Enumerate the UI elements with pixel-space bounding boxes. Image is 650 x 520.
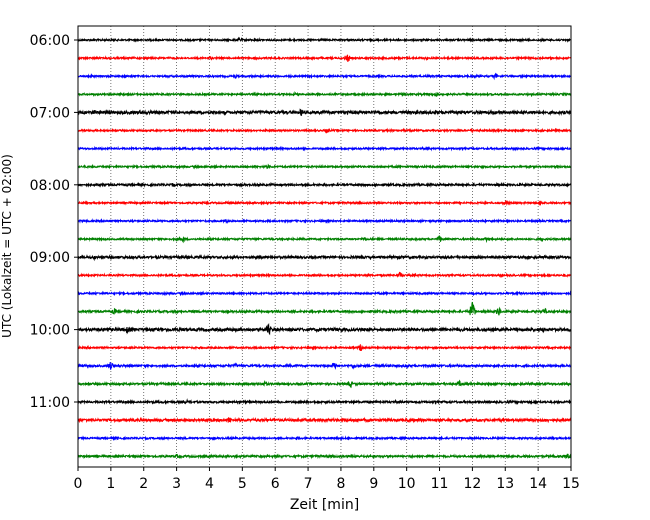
x-tick-label: 3 xyxy=(172,476,181,492)
seismic-trace xyxy=(77,301,572,316)
seismic-trace xyxy=(77,108,572,116)
seismic-trace xyxy=(77,271,572,279)
y-tick-label: 09:00 xyxy=(30,250,70,266)
seismic-trace xyxy=(77,253,572,262)
seismic-trace xyxy=(77,398,572,406)
x-tick-label: 13 xyxy=(496,476,514,492)
plot-frame xyxy=(77,25,572,468)
seismic-trace xyxy=(77,127,572,134)
y-axis-label: UTC (Lokalzeit = UTC + 02:00) xyxy=(0,154,14,338)
seismic-trace xyxy=(77,416,572,424)
seismic-trace xyxy=(77,235,572,244)
seismic-trace xyxy=(77,435,572,442)
x-tick-label: 0 xyxy=(74,476,83,492)
x-tick-label: 2 xyxy=(139,476,148,492)
seismic-trace xyxy=(77,453,572,460)
seismic-trace xyxy=(77,54,572,62)
seismic-traces xyxy=(77,36,572,460)
seismic-trace xyxy=(77,163,572,170)
x-tick-label: 5 xyxy=(238,476,247,492)
x-axis-label: Zeit [min] xyxy=(290,497,359,513)
x-tick-label: 12 xyxy=(463,476,481,492)
y-axis-ticks: 06:00 07:00 08:00 09:00 10:00 11:00 xyxy=(30,33,78,411)
x-tick-label: 6 xyxy=(271,476,280,492)
x-tick-label: 11 xyxy=(431,476,449,492)
y-tick-label: 10:00 xyxy=(30,323,70,339)
seismic-trace xyxy=(77,72,572,81)
seismic-trace xyxy=(77,199,572,207)
x-axis-ticks: 0 1 2 3 4 5 6 7 8 9 10 11 12 13 14 15 xyxy=(74,467,580,492)
x-tick-label: 1 xyxy=(106,476,115,492)
y-tick-label: 07:00 xyxy=(30,105,70,121)
seismic-trace xyxy=(77,90,572,98)
seismic-trace xyxy=(77,343,572,351)
seismic-trace xyxy=(77,145,572,152)
x-tick-label: 7 xyxy=(304,476,313,492)
x-tick-label: 14 xyxy=(529,476,547,492)
y-tick-label: 06:00 xyxy=(30,33,70,49)
y-tick-label: 08:00 xyxy=(30,178,70,194)
seismic-trace xyxy=(77,218,572,225)
x-tick-label: 8 xyxy=(336,476,345,492)
seismic-trace xyxy=(77,322,572,336)
x-tick-label: 4 xyxy=(205,476,214,492)
y-tick-label: 11:00 xyxy=(30,395,70,411)
x-tick-label: 10 xyxy=(398,476,416,492)
seismic-trace xyxy=(77,290,572,297)
x-tick-label: 9 xyxy=(369,476,378,492)
x-tick-label: 15 xyxy=(562,476,580,492)
seismic-trace xyxy=(77,379,572,389)
seismic-trace xyxy=(77,36,572,43)
seismic-trace xyxy=(77,181,572,188)
seismic-trace xyxy=(77,362,572,370)
